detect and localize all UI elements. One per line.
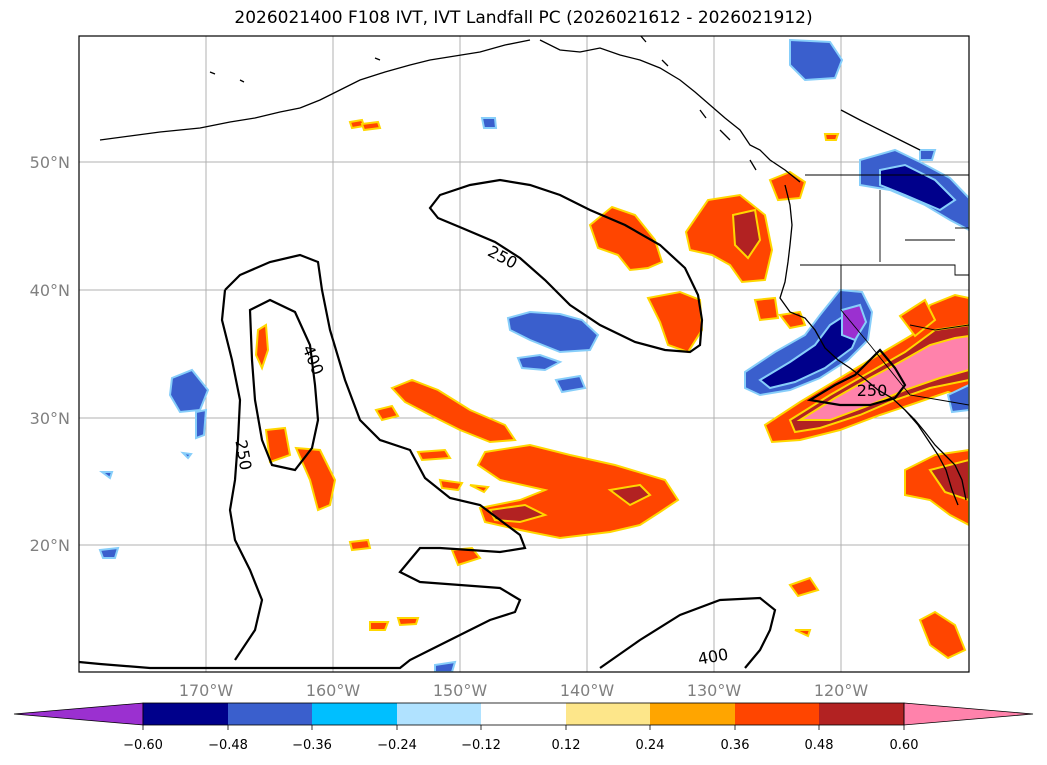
- positive-pc-areas: [254, 118, 969, 660]
- colorbar-tick-label: 0.48: [805, 738, 834, 753]
- lon-label: 140°W: [560, 681, 615, 700]
- colorbar-extend-left: [13, 702, 144, 726]
- ivt-contours: [79, 178, 907, 670]
- colorbar-tick-label: −0.60: [123, 738, 163, 753]
- lon-label: 130°W: [687, 681, 742, 700]
- lon-label: 120°W: [814, 681, 869, 700]
- colorbar-segment: [228, 703, 312, 725]
- lon-label: 160°W: [306, 681, 361, 700]
- colorbar-segment: [481, 703, 566, 725]
- colorbar-segment: [819, 703, 904, 725]
- lat-label: 20°N: [30, 536, 70, 555]
- colorbar: −0.60 −0.48 −0.36 −0.24 −0.12 0.12 0.24 …: [13, 702, 1034, 753]
- colorbar-tick-label: 0.24: [636, 738, 665, 753]
- colorbar-segment: [566, 703, 650, 725]
- colorbar-segment: [397, 703, 481, 725]
- latitude-labels: 50°N 40°N 30°N 20°N: [30, 153, 70, 555]
- longitude-labels: 170°W 160°W 150°W 140°W 130°W 120°W: [179, 681, 869, 700]
- lat-label: 40°N: [30, 281, 70, 300]
- colorbar-tick-label: 0.60: [890, 738, 919, 753]
- page-title: 2026021400 F108 IVT, IVT Landfall PC (20…: [234, 8, 813, 28]
- colorbar-segment: [735, 703, 819, 725]
- contour-label: 250: [857, 381, 888, 400]
- colorbar-segment: [650, 703, 735, 725]
- lat-label: 30°N: [30, 409, 70, 428]
- map-border: [78, 35, 970, 673]
- colorbar-tick-label: −0.36: [292, 738, 332, 753]
- colorbar-segment: [143, 703, 228, 725]
- coastlines: [99, 36, 967, 506]
- gridlines: [79, 36, 969, 672]
- colorbar-extend-right: [903, 702, 1034, 726]
- lat-label: 50°N: [30, 153, 70, 172]
- colorbar-tick-label: −0.12: [461, 738, 501, 753]
- colorbar-outline: [142, 702, 905, 726]
- lon-label: 150°W: [433, 681, 488, 700]
- colorbar-tick-label: 0.36: [721, 738, 750, 753]
- colorbar-tick-label: −0.24: [377, 738, 417, 753]
- state-borders: [800, 174, 969, 406]
- lon-label: 170°W: [179, 681, 234, 700]
- colorbar-tick-label: 0.12: [552, 738, 581, 753]
- colorbar-tick-label: −0.48: [208, 738, 248, 753]
- negative-pc-areas: [98, 38, 969, 672]
- colorbar-segment: [312, 703, 397, 725]
